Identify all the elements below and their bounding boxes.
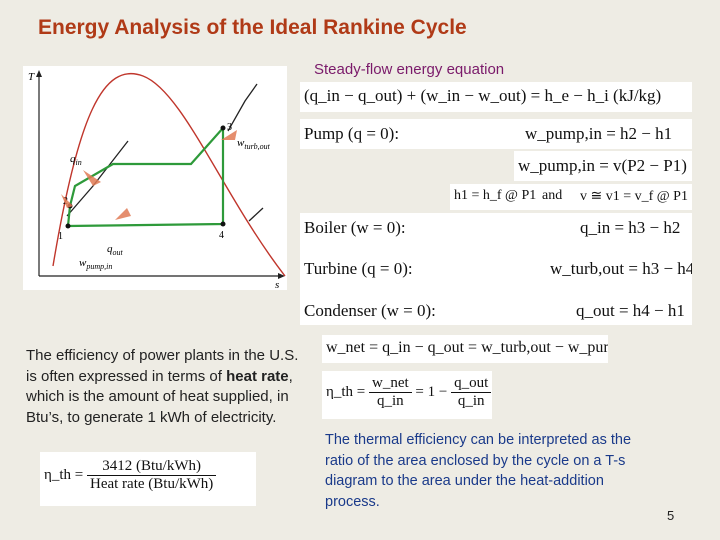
state-point-4: [220, 221, 226, 227]
saturation-dome: [52, 73, 286, 277]
heat-rate-description: The efficiency of power plants in the U.…: [26, 346, 300, 428]
state-point-3: [220, 125, 226, 131]
pump-volume-equation-box: w_pump,in = v(P2 − P1): [514, 151, 692, 181]
eta-numerator-1: w_net: [368, 375, 412, 393]
q-in-label: qin: [70, 153, 82, 167]
page-number: 5: [667, 508, 675, 523]
turbine-label: Turbine (q = 0):: [304, 259, 413, 278]
high-pressure-line: [66, 140, 129, 217]
condenser-equation: q_out = h4 − h1: [576, 301, 685, 320]
eta-fraction-1: w_net q_in: [368, 375, 412, 410]
heat-rate-equation-box: η_th = 3412 (Btu/kWh) Heat rate (Btu/kWh): [40, 452, 256, 506]
w-turb-label: wturb,out: [237, 137, 271, 151]
work-out-arrow-icon: [221, 130, 237, 140]
h1-equation: h1 = h_f @ P1: [454, 188, 537, 203]
and-word: and: [542, 188, 563, 203]
heat-rate-fraction: 3412 (Btu/kWh) Heat rate (Btu/kWh): [86, 458, 217, 493]
heat-rate-text-start: The efficiency of power plants in the U.…: [26, 347, 299, 385]
heat-rate-term: heat rate: [226, 367, 289, 385]
eta-middle: = 1 −: [411, 383, 452, 400]
superheat-line: [227, 83, 258, 132]
q-out-label: qout: [107, 243, 124, 257]
pump-equation: w_pump,in = h2 − h1: [525, 124, 673, 143]
pump-label: Pump (q = 0):: [304, 124, 400, 143]
slide-subtitle: Steady-flow energy equation: [314, 61, 505, 78]
heat-in-arrow-icon: [83, 170, 101, 186]
heat-rate-denominator: Heat rate (Btu/kWh): [89, 476, 214, 492]
component-equations-box: Boiler (w = 0): q_in = h3 − h2 Turbine (…: [300, 213, 692, 325]
boiler-label: Boiler (w = 0):: [304, 218, 406, 237]
general-energy-equation: (q_in − q_out) + (w_in − w_out) = h_e − …: [300, 82, 692, 112]
eta-fraction-2: q_out q_in: [451, 375, 492, 410]
boiler-equation: q_in = h3 − h2: [580, 218, 681, 237]
s-axis-arrow-icon: [278, 273, 285, 279]
net-work-equation: w_net = q_in − q_out = w_turb,out − w_pu…: [326, 339, 608, 356]
t-axis-label: T: [28, 71, 35, 83]
h1-equation-box: h1 = h_f @ P1 and v ≅ v1 = v_f @ P1: [450, 184, 692, 210]
slide-title: Energy Analysis of the Ideal Rankine Cyc…: [38, 16, 467, 39]
state-label-4: 4: [219, 230, 224, 241]
thermal-efficiency-box: η_th = w_net q_in = 1 − q_out q_in: [322, 371, 492, 419]
turbine-equation: w_turb,out = h3 − h4: [550, 259, 692, 278]
ts-diagram: T s 1 2 3 4 qin qout wturb,out wpump,in: [23, 66, 287, 290]
state-label-1: 1: [58, 231, 63, 242]
eta-lhs: η_th =: [326, 383, 369, 400]
rankine-cycle-path: [66, 125, 225, 228]
pump-volume-equation: w_pump,in = v(P2 − P1): [518, 156, 687, 175]
ts-diagram-svg: T s 1 2 3 4 qin qout wturb,out wpump,in: [28, 70, 286, 290]
condenser-label: Condenser (w = 0):: [304, 301, 436, 320]
w-pump-label: wpump,in: [79, 257, 112, 271]
state-label-3: 3: [227, 122, 232, 133]
heat-out-arrow-icon: [115, 208, 131, 220]
heat-rate-equation: η_th = 3412 (Btu/kWh) Heat rate (Btu/kWh): [44, 458, 217, 493]
specific-volume-equation: v ≅ v1 = v_f @ P1: [580, 189, 688, 204]
eta-numerator-2: q_out: [451, 375, 492, 393]
general-equation-text: (q_in − q_out) + (w_in − w_out) = h_e − …: [304, 86, 662, 105]
thermal-efficiency-equation: η_th = w_net q_in = 1 − q_out q_in: [326, 375, 492, 410]
eta-denominator-2: q_in: [457, 393, 485, 409]
heat-rate-numerator: 3412 (Btu/kWh): [86, 458, 217, 476]
s-axis-label: s: [275, 279, 279, 290]
net-work-equation-box: w_net = q_in − q_out = w_turb,out − w_pu…: [322, 335, 608, 363]
heat-rate-text-end: , which is the amount of heat supplied, …: [26, 367, 293, 426]
eta-denominator-1: q_in: [376, 393, 404, 409]
t-axis-arrow-icon: [36, 70, 42, 77]
pump-equation-box: Pump (q = 0): w_pump,in = h2 − h1: [300, 119, 692, 149]
pump-work-arrow-icon: [61, 194, 73, 208]
thermal-efficiency-interpretation: The thermal efficiency can be interprete…: [325, 432, 632, 510]
heat-rate-eta-lhs: η_th =: [44, 466, 87, 483]
state-point-1: [65, 223, 71, 229]
low-pressure-line: [248, 207, 264, 222]
